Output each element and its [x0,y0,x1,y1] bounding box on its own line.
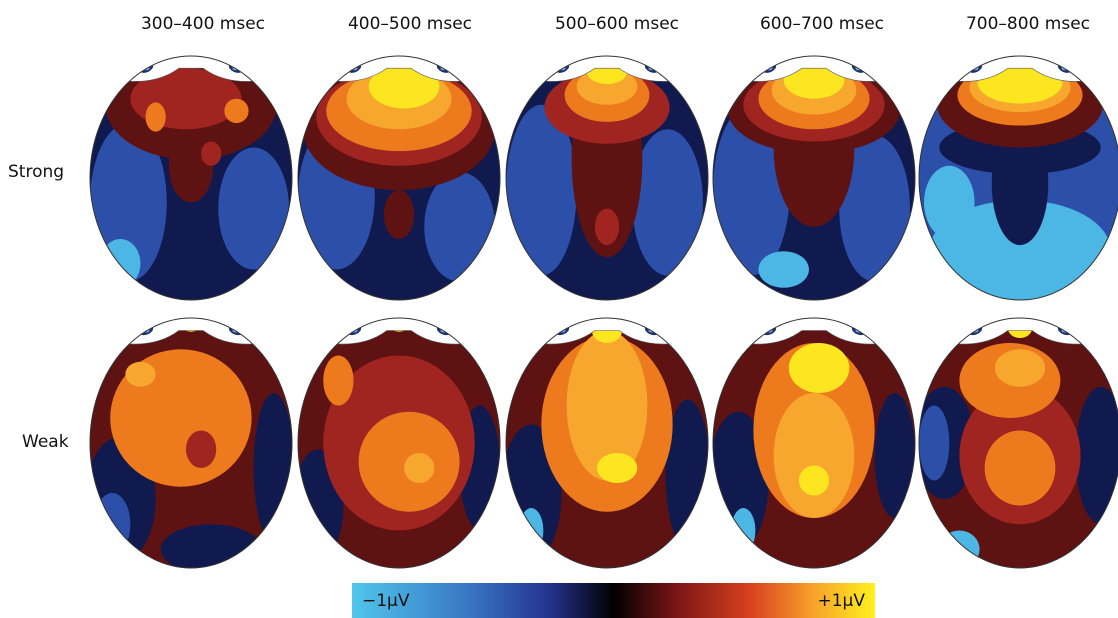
map-region [839,135,910,282]
map-region [924,165,975,239]
head-outline [297,55,501,301]
topomap [298,56,500,300]
map-region [929,199,1111,300]
map-region [185,430,217,468]
map-region [731,508,756,553]
map-region [596,453,638,483]
column-header: 600–700 msec [760,14,884,34]
map-region [566,330,648,481]
map-region [323,355,354,406]
row-label: Weak [22,432,69,452]
head-outline [89,55,293,301]
head-outline [89,317,293,569]
map-region [798,465,830,496]
colorbar [352,583,875,618]
map-region [100,239,141,288]
head-outline [297,317,501,569]
head-outline [712,55,916,301]
topomap [90,56,292,300]
row-label: Strong [8,162,64,182]
column-header: 300–400 msec [141,14,265,34]
column-header: 500–600 msec [555,14,679,34]
map-region [788,343,850,393]
map-region [994,349,1046,387]
map-region [253,393,292,543]
map-region [90,123,167,282]
head-outline [505,317,709,569]
topomap [919,318,1118,568]
map-region [594,208,620,246]
map-region [145,102,166,132]
map-region [919,405,950,481]
map-region [168,129,214,203]
map-region [368,64,440,109]
map-region [632,129,703,276]
topomap [506,56,708,300]
map-region [773,393,855,518]
topomap [713,56,915,300]
topomap [713,318,915,568]
column-header: 400–500 msec [348,14,472,34]
colorbar-max-label: +1μV [817,591,865,611]
map-region [404,453,435,483]
map-region [984,430,1056,506]
colorbar-min-label: −1μV [362,591,410,611]
head-outline [918,317,1118,569]
topomaps [89,55,1118,569]
head-outline [712,317,916,569]
map-region [94,493,131,556]
map-region [125,361,156,387]
map-region [939,530,980,568]
map-region [519,508,544,553]
map-region [383,190,415,240]
map-region [506,104,577,276]
head-outline [505,55,709,301]
head-outline [918,55,1118,301]
map-region [758,251,809,288]
map-region [874,393,915,518]
topomap [919,56,1118,300]
map-region [783,62,845,99]
map-region [201,141,222,166]
map-region [424,171,495,282]
map-region [218,147,289,270]
column-header: 700–800 msec [966,14,1090,34]
topomap [298,318,500,568]
map-region [224,98,249,124]
